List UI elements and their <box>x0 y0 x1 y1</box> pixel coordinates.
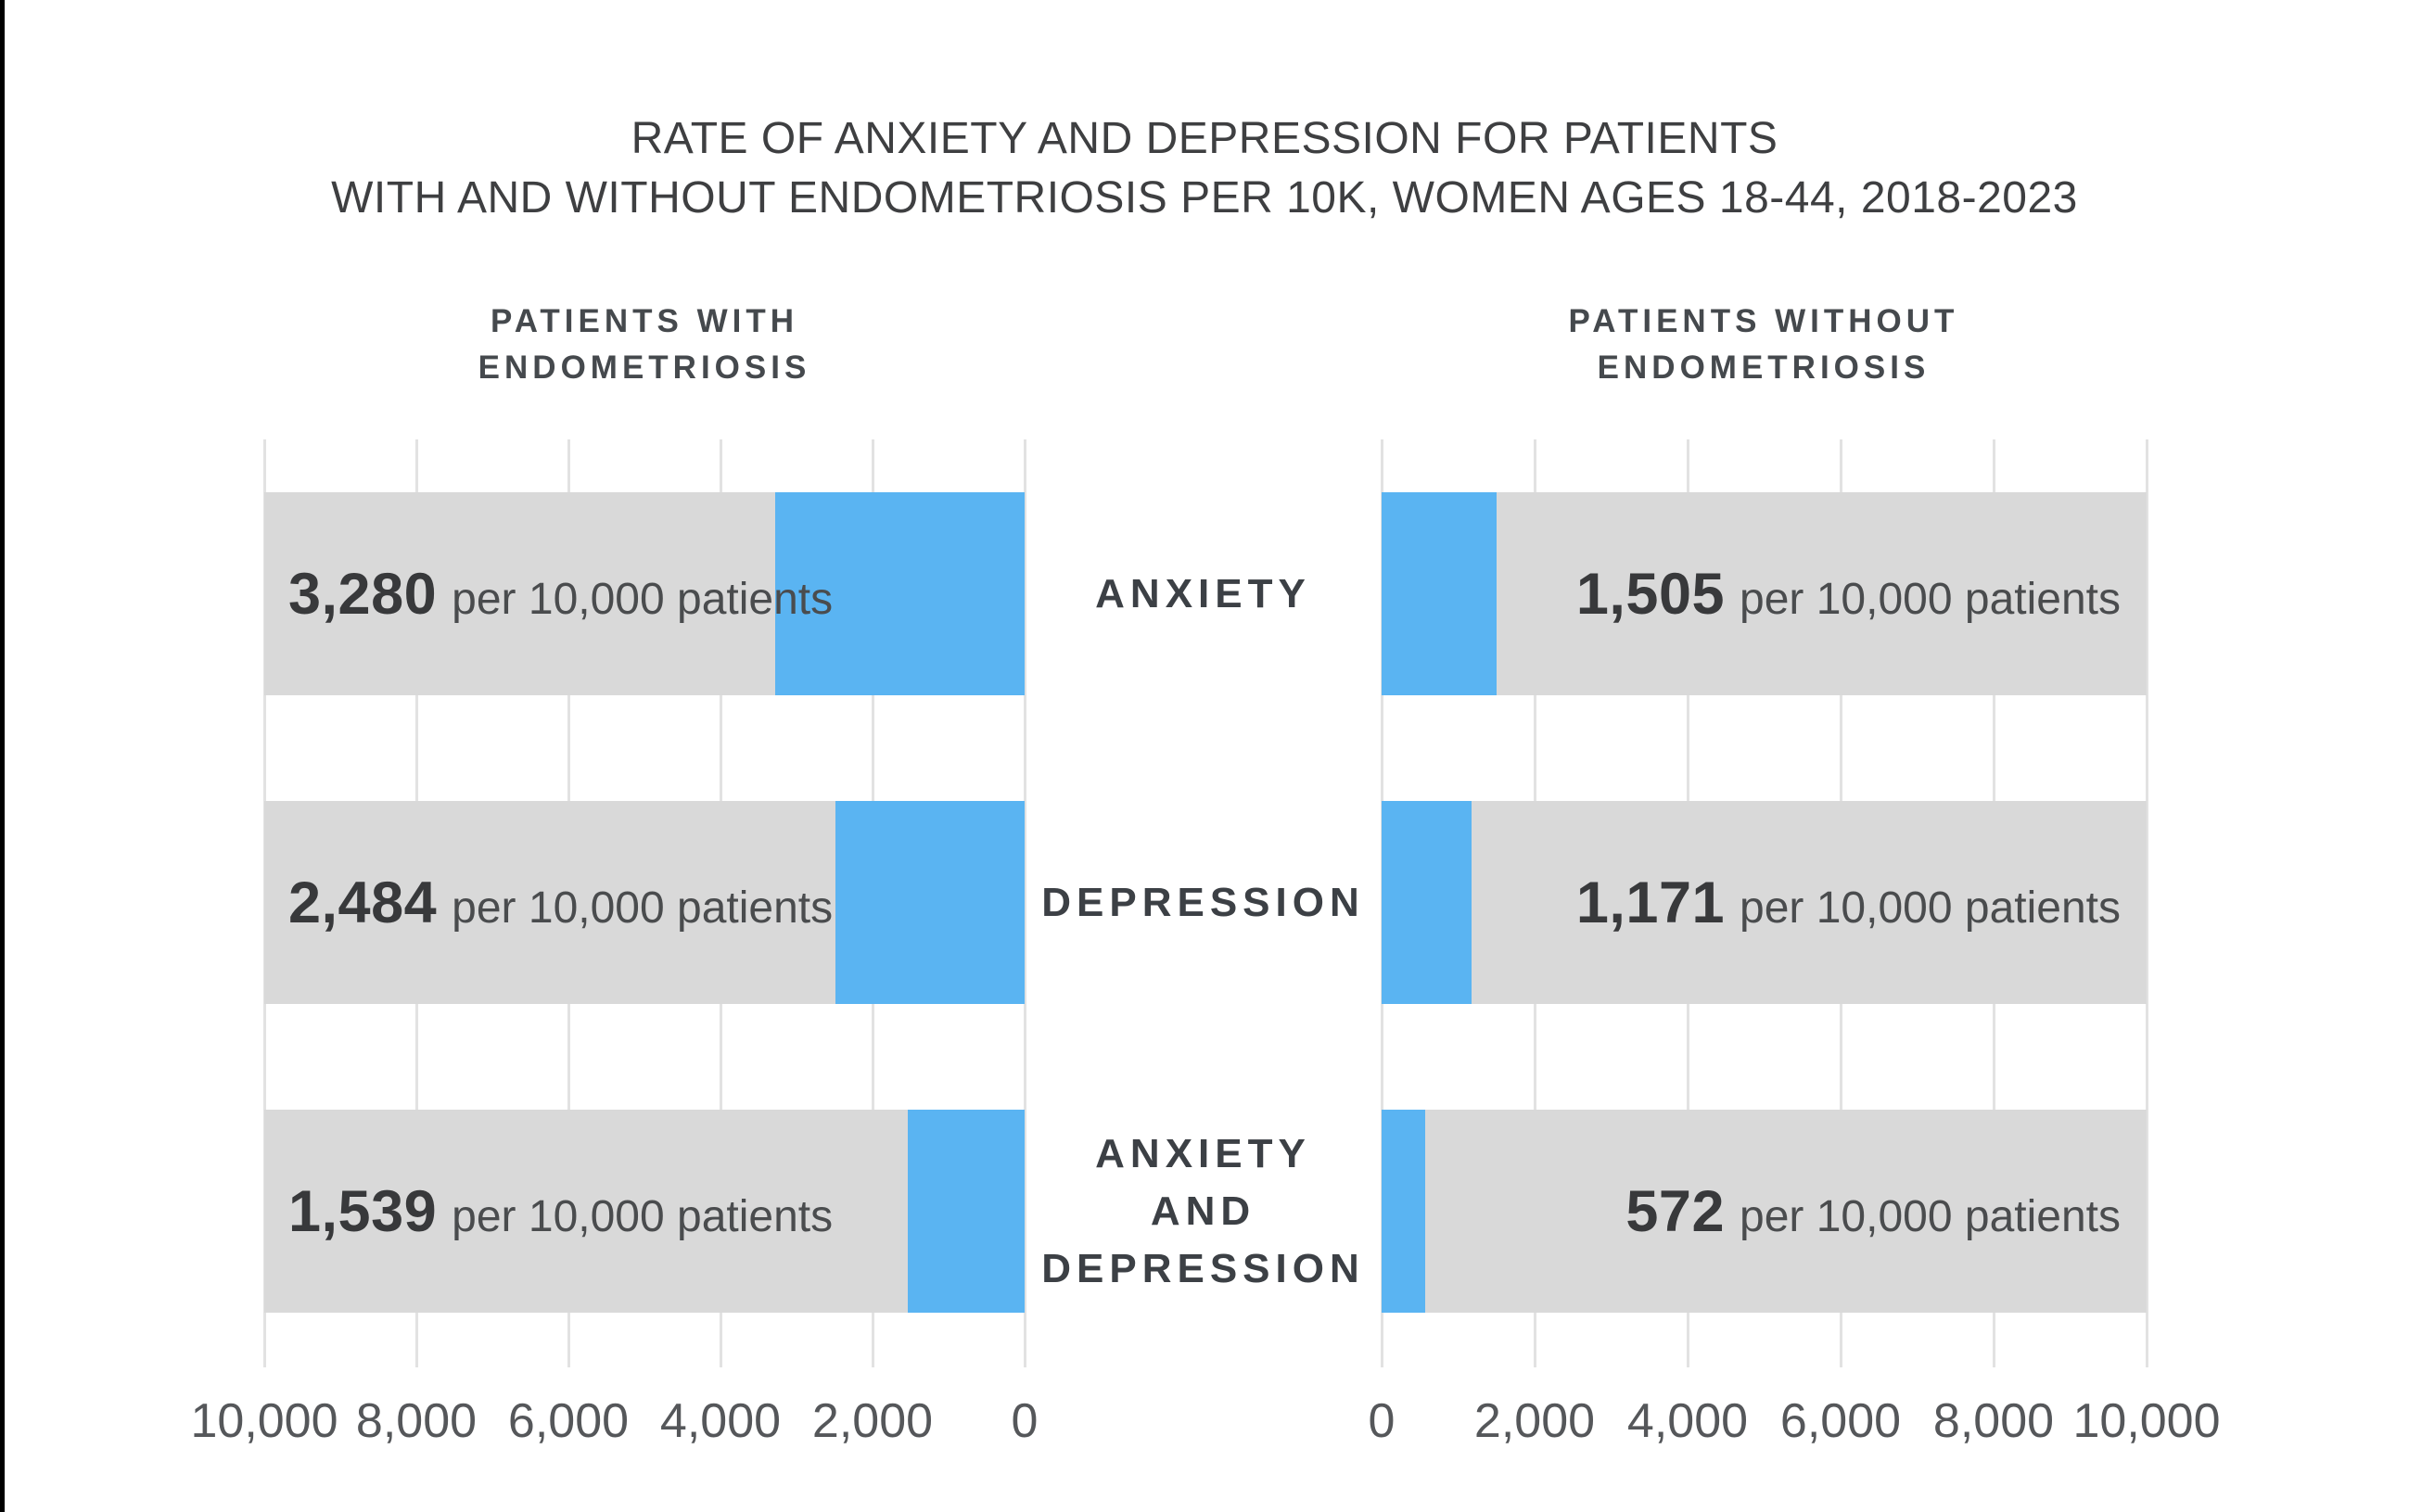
bar-value-unit: per 10,000 patients <box>1740 883 2121 933</box>
left-anxiety-bar: 3,280 per 10,000 patients <box>264 492 1025 695</box>
bar-label: 1,171 per 10,000 patients <box>1382 870 2147 936</box>
bar-label: 1,505 per 10,000 patients <box>1382 561 2147 628</box>
chart-title: RATE OF ANXIETY AND DEPRESSION FOR PATIE… <box>0 109 2409 228</box>
right-depression-row: 1,171 per 10,000 patients <box>1382 748 2147 1057</box>
left-anxiety-and-depression-bar: 1,539 per 10,000 patients <box>264 1110 1025 1313</box>
gridline <box>2146 439 2148 1367</box>
chart-title-line1: RATE OF ANXIETY AND DEPRESSION FOR PATIE… <box>631 114 1778 163</box>
bar-label: 1,539 per 10,000 patients <box>264 1178 1025 1245</box>
chart-title-line2: WITH AND WITHOUT ENDOMETRIOSIS PER 10K, … <box>331 173 2078 222</box>
right-anxiety-and-depression-bar-fill <box>1382 1110 1426 1313</box>
left-panel-header-line2: ENDOMETRIOSIS <box>478 349 811 386</box>
bar-value: 1,539 <box>288 1178 438 1244</box>
category-label-anxiety-and-depression: ANXIETY AND DEPRESSION <box>1025 1057 1382 1366</box>
bar-value: 1,171 <box>1575 870 1726 935</box>
right-depression-bar-fill <box>1382 801 1472 1004</box>
category-label-line: ANXIETY <box>1095 570 1311 616</box>
category-label-line: DEPRESSION <box>1041 1245 1365 1291</box>
bar-value-unit: per 10,000 patients <box>452 883 834 933</box>
bar-value: 1,505 <box>1575 561 1726 627</box>
right-chart-plot: 1,505 per 10,000 patients 1,171 per 10,0… <box>1369 439 2221 1448</box>
left-chart-plot: 3,280 per 10,000 patients 2,484 per 10,0… <box>190 439 1038 1448</box>
category-label-line: ANXIETY <box>1095 1130 1311 1176</box>
axis-tick-label: 8,000 <box>355 1394 478 1448</box>
axis-tick-label: 6,000 <box>507 1394 630 1448</box>
right-anxiety-and-depression-row: 572 per 10,000 patients <box>1382 1057 2147 1366</box>
right-depression-bar: 1,171 per 10,000 patients <box>1382 801 2147 1004</box>
bar-value-unit: per 10,000 patients <box>1740 1191 2121 1241</box>
category-label-column: ANXIETY DEPRESSION ANXIETY AND DEPRESSIO… <box>1025 439 1382 1367</box>
bar-value-unit: per 10,000 patients <box>452 1191 834 1241</box>
right-chart-x-axis: 0 2,000 4,000 6,000 8,000 10,000 <box>1369 1367 2221 1451</box>
left-anxiety-and-depression-row: 1,539 per 10,000 patients <box>264 1057 1025 1366</box>
category-label-line: AND <box>1150 1188 1256 1234</box>
left-anxiety-and-depression-bar-fill <box>907 1110 1025 1313</box>
axis-tick-label: 4,000 <box>659 1394 782 1448</box>
left-panel-header: PATIENTS WITH ENDOMETRIOSIS <box>366 299 923 391</box>
right-panel-header-line2: ENDOMETRIOSIS <box>1597 349 1931 386</box>
right-anxiety-bar-fill <box>1382 492 1498 695</box>
bar-value-unit: per 10,000 patients <box>452 574 834 624</box>
axis-tick-label: 2,000 <box>1473 1394 1596 1448</box>
left-anxiety-row: 3,280 per 10,000 patients <box>264 439 1025 748</box>
bar-value: 2,484 <box>288 870 438 935</box>
right-panel-header-line1: PATIENTS WITHOUT <box>1568 303 1959 339</box>
left-chart-x-axis: 10,000 8,000 6,000 4,000 2,000 0 <box>190 1367 1038 1451</box>
gridline <box>1024 439 1026 1367</box>
left-panel-header-line1: PATIENTS WITH <box>490 303 798 339</box>
axis-tick-label: 10,000 <box>190 1394 338 1448</box>
axis-tick-label: 0 <box>1368 1394 1396 1448</box>
right-anxiety-bar: 1,505 per 10,000 patients <box>1382 492 2147 695</box>
bar-label: 2,484 per 10,000 patients <box>264 870 1025 936</box>
bar-value-unit: per 10,000 patients <box>1740 574 2121 624</box>
category-label-line: DEPRESSION <box>1041 879 1365 925</box>
axis-tick-label: 0 <box>1011 1394 1039 1448</box>
right-anxiety-and-depression-bar: 572 per 10,000 patients <box>1382 1110 2147 1313</box>
right-panel-header: PATIENTS WITHOUT ENDOMETRIOSIS <box>1485 299 2042 391</box>
left-depression-bar-fill <box>835 801 1025 1004</box>
left-depression-bar: 2,484 per 10,000 patients <box>264 801 1025 1004</box>
axis-tick-label: 6,000 <box>1779 1394 1902 1448</box>
axis-tick-label: 2,000 <box>811 1394 934 1448</box>
category-label-anxiety: ANXIETY <box>1025 439 1382 748</box>
bar-value: 3,280 <box>288 561 438 627</box>
axis-tick-label: 8,000 <box>1932 1394 2055 1448</box>
left-depression-row: 2,484 per 10,000 patients <box>264 748 1025 1057</box>
bar-label: 3,280 per 10,000 patients <box>264 561 1025 628</box>
bar-value: 572 <box>1625 1178 1726 1244</box>
category-label-depression: DEPRESSION <box>1025 748 1382 1057</box>
axis-tick-label: 4,000 <box>1626 1394 1749 1448</box>
bar-label: 572 per 10,000 patients <box>1382 1178 2147 1245</box>
left-anxiety-bar-fill <box>775 492 1025 695</box>
left-edge-black-strip <box>0 0 5 1512</box>
axis-tick-label: 10,000 <box>2072 1394 2221 1448</box>
right-anxiety-row: 1,505 per 10,000 patients <box>1382 439 2147 748</box>
